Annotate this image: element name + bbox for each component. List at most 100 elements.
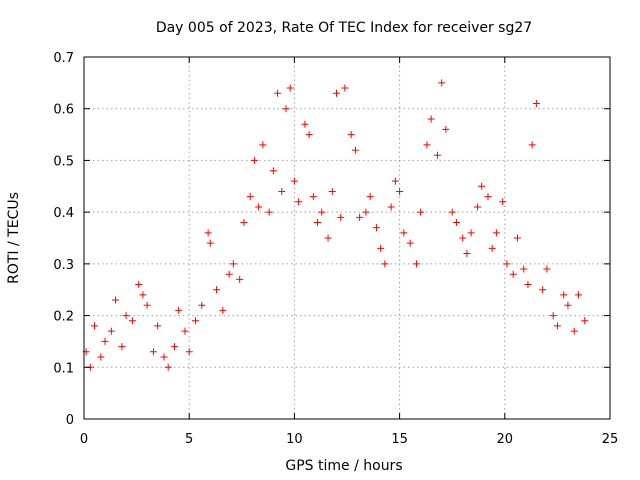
data-point	[524, 281, 532, 289]
data-point	[282, 105, 290, 113]
data-point	[406, 239, 414, 247]
x-tick-label: 5	[185, 432, 193, 447]
data-point	[305, 131, 313, 139]
data-point	[198, 301, 206, 309]
chart-title: Day 005 of 2023, Rate Of TEC Index for r…	[156, 20, 532, 36]
data-point	[347, 131, 355, 139]
data-point	[318, 208, 326, 216]
data-point	[204, 229, 212, 237]
data-point	[560, 291, 568, 299]
data-point	[118, 343, 126, 351]
data-point	[509, 270, 517, 278]
data-point	[107, 327, 115, 335]
data-point	[225, 270, 233, 278]
data-point	[553, 322, 561, 330]
data-point	[181, 327, 189, 335]
data-point	[484, 193, 492, 201]
data-point	[391, 177, 399, 185]
data-point	[387, 203, 395, 211]
data-point	[492, 229, 500, 237]
data-point	[351, 146, 359, 154]
y-tick-labels: 0 0.1 0.2 0.3 0.4 0.5 0.6 0.7	[53, 51, 74, 428]
y-tick-label: 0.6	[53, 103, 74, 118]
data-point	[442, 125, 450, 133]
data-point	[112, 296, 120, 304]
data-point	[164, 363, 172, 371]
data-point	[139, 291, 147, 299]
data-point	[309, 193, 317, 201]
x-tick-label: 0	[80, 432, 88, 447]
data-point	[128, 317, 136, 325]
y-tick-label: 0.3	[53, 258, 74, 273]
data-point	[377, 244, 385, 252]
data-point	[295, 198, 303, 206]
data-point	[564, 301, 572, 309]
data-point	[324, 234, 332, 242]
data-point	[213, 286, 221, 294]
data-point	[265, 208, 273, 216]
x-tick-label: 15	[391, 432, 408, 447]
data-point	[372, 224, 380, 232]
data-point	[539, 286, 547, 294]
data-point	[278, 187, 286, 195]
y-tick-label: 0.5	[53, 154, 74, 169]
data-point	[122, 312, 130, 320]
data-point	[286, 84, 294, 92]
data-point	[499, 198, 507, 206]
data-point	[185, 348, 193, 356]
data-point	[250, 156, 258, 164]
data-point	[192, 317, 200, 325]
data-point	[175, 306, 183, 314]
data-point	[362, 208, 370, 216]
data-point	[381, 260, 389, 268]
data-point	[452, 218, 460, 226]
grid-lines	[84, 57, 610, 419]
data-point	[438, 79, 446, 87]
data-point	[463, 250, 471, 258]
data-point	[219, 306, 227, 314]
data-point	[341, 84, 349, 92]
data-point	[417, 208, 425, 216]
data-point	[448, 208, 456, 216]
data-point	[574, 291, 582, 299]
x-tick-label: 10	[286, 432, 303, 447]
data-point	[328, 187, 336, 195]
data-point	[255, 203, 263, 211]
x-tick-labels: 0 5 10 15 20 25	[80, 432, 618, 447]
data-point	[427, 115, 435, 123]
data-point	[549, 312, 557, 320]
data-point	[246, 193, 254, 201]
data-point	[543, 265, 551, 273]
data-point	[274, 89, 282, 97]
data-point	[236, 275, 244, 283]
data-point	[467, 229, 475, 237]
y-tick-label: 0.1	[53, 361, 74, 376]
data-point	[423, 141, 431, 149]
data-point	[97, 353, 105, 361]
data-point	[412, 260, 420, 268]
data-points	[82, 79, 589, 371]
data-point	[337, 213, 345, 221]
data-point	[135, 281, 143, 289]
data-point	[160, 353, 168, 361]
data-point	[400, 229, 408, 237]
y-axis-title: ROTI / TECUs	[6, 192, 22, 284]
y-tick-label: 0.2	[53, 310, 74, 325]
data-point	[356, 213, 364, 221]
y-tick-label: 0.4	[53, 206, 74, 221]
data-point	[170, 343, 178, 351]
data-point	[269, 167, 277, 175]
data-point	[478, 182, 486, 190]
axis-ticks	[83, 56, 611, 420]
data-point	[488, 244, 496, 252]
y-tick-label: 0	[66, 413, 74, 428]
data-point	[581, 317, 589, 325]
data-point	[570, 327, 578, 335]
data-point	[433, 151, 441, 159]
plot-frame	[83, 56, 611, 420]
data-point	[206, 239, 214, 247]
x-tick-label: 25	[602, 432, 619, 447]
data-point	[473, 203, 481, 211]
data-point	[532, 100, 540, 108]
